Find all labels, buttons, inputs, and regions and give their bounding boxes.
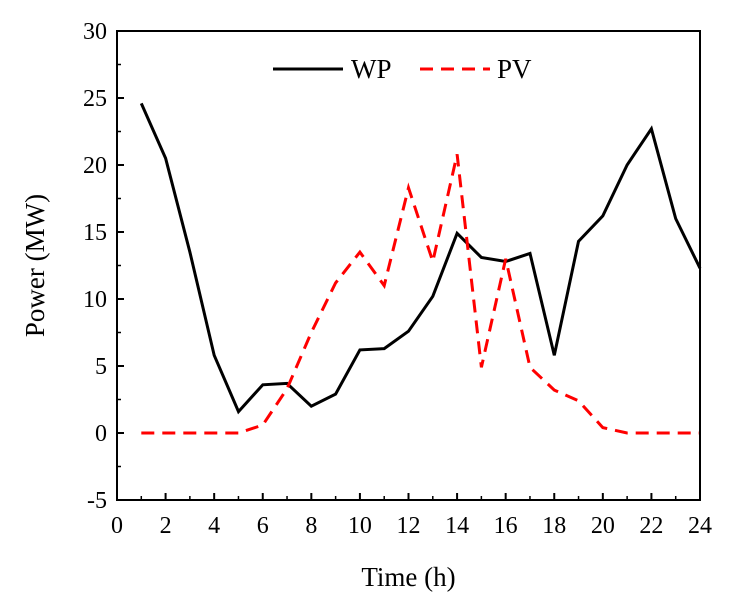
series-line-wp: [139, 102, 702, 415]
y-axis-title: Power (MW): [20, 194, 50, 337]
legend: WP PV: [273, 54, 532, 84]
x-tick-label-20: 20: [591, 513, 615, 539]
x-tick-label-14: 14: [445, 513, 469, 539]
x-tick-label-18: 18: [542, 513, 566, 539]
x-tick-label-4: 4: [208, 513, 220, 539]
y-tick-label--5: -5: [87, 488, 107, 514]
y-tick-label-5: 5: [95, 354, 107, 380]
x-tick-label-12: 12: [397, 513, 421, 539]
plot-frame: [116, 30, 701, 501]
x-tick-label-2: 2: [160, 513, 172, 539]
y-tick-label-0: 0: [95, 421, 107, 447]
x-tick-label-22: 22: [639, 513, 663, 539]
legend-label-pv: PV: [497, 54, 532, 84]
y-tick-label-25: 25: [83, 86, 107, 112]
series-layer: [139, 102, 702, 435]
x-tick-label-6: 6: [257, 513, 269, 539]
x-tick-label-16: 16: [494, 513, 518, 539]
series-line-pv: [141, 153, 700, 435]
x-tick-label-24: 24: [688, 513, 712, 539]
x-tick-label-0: 0: [111, 513, 123, 539]
x-axis-title: Time (h): [361, 562, 455, 592]
x-tick-label-8: 8: [305, 513, 317, 539]
y-tick-label-15: 15: [83, 220, 107, 246]
x-tick-label-10: 10: [348, 513, 372, 539]
y-tick-label-30: 30: [83, 19, 107, 45]
y-tick-label-20: 20: [83, 153, 107, 179]
y-tick-label-10: 10: [83, 287, 107, 313]
legend-label-wp: WP: [351, 54, 392, 84]
